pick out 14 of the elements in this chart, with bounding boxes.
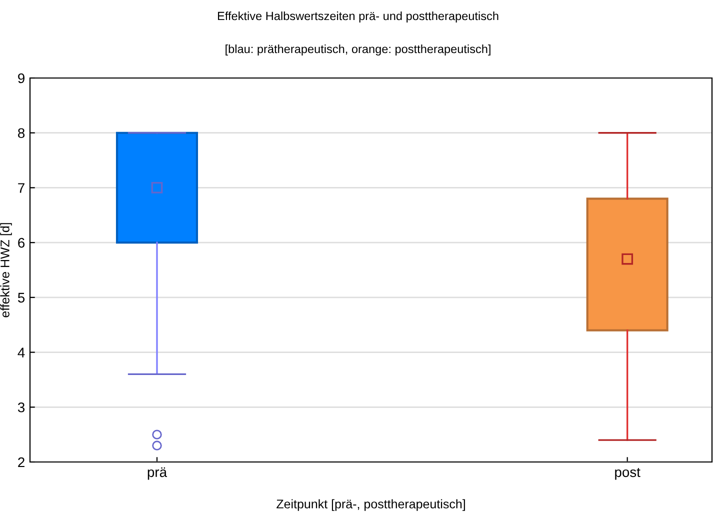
y-tick-label: 6 bbox=[18, 238, 25, 248]
x-tick-label: post bbox=[615, 468, 640, 480]
chart-title: Effektive Halbswertszeiten prä- und posttherapeutisch bbox=[218, 12, 498, 23]
x-axis-title: Zeitpunkt [prä-, posttherapeutisch] bbox=[276, 499, 465, 511]
chart-subtitle: [blau: prätherapeutisch, orange: posttherapeutisch] bbox=[226, 44, 490, 56]
y-axis-title: effektive HWZ [d] bbox=[0, 223, 12, 318]
y-tick-label: 4 bbox=[18, 348, 25, 358]
x-tick-label: prä bbox=[148, 467, 168, 480]
y-tick-label: 2 bbox=[18, 457, 24, 468]
y-tick-label: 9 bbox=[18, 73, 24, 84]
y-tick-label: 8 bbox=[18, 128, 25, 138]
y-tick-label: 5 bbox=[18, 292, 25, 303]
y-tick-label: 3 bbox=[18, 402, 25, 412]
y-tick-label: 7 bbox=[18, 183, 24, 193]
